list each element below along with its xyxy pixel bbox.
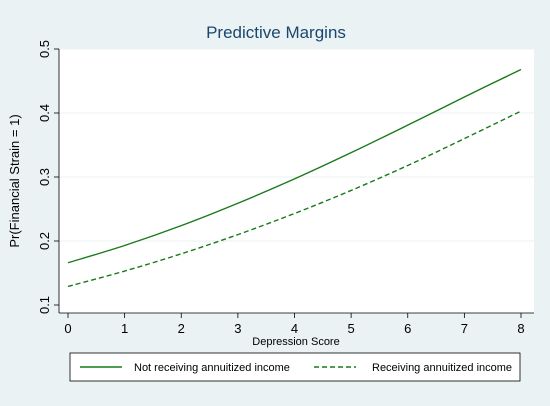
x-tick-labels: 0 1 2 3 4 5 6 7 8 xyxy=(64,321,524,336)
gridlines xyxy=(59,48,534,242)
x-tick-label: 1 xyxy=(121,321,128,336)
x-tick-label: 3 xyxy=(234,321,241,336)
y-tick-label: 0.5 xyxy=(37,40,52,58)
plot-area xyxy=(59,49,534,313)
x-axis-label: Depression Score xyxy=(252,336,339,348)
x-tick-label: 5 xyxy=(348,321,355,336)
legend-label-not-receiving: Not receiving annuitized income xyxy=(134,362,290,374)
x-tick-label: 8 xyxy=(517,321,524,336)
y-tick-labels: 0.1 0.2 0.3 0.4 0.5 xyxy=(37,40,52,314)
x-tick-label: 7 xyxy=(461,321,468,336)
x-tick-label: 2 xyxy=(178,321,185,336)
series-lines xyxy=(67,68,522,288)
y-tick-label: 0.2 xyxy=(37,232,52,250)
x-tick-label: 0 xyxy=(64,321,71,336)
series-line-not-receiving xyxy=(67,68,522,264)
y-tick-label: 0.1 xyxy=(37,296,52,314)
x-tick-label: 4 xyxy=(291,321,298,336)
legend-box xyxy=(69,352,521,382)
x-tick-label: 6 xyxy=(404,321,411,336)
y-tick-label: 0.4 xyxy=(37,104,52,122)
y-tick-label: 0.3 xyxy=(37,168,52,186)
y-axis-label: Pr(Financial Strain = 1) xyxy=(7,114,22,247)
series-line-receiving xyxy=(67,110,522,288)
chart-title: Predictive Margins xyxy=(206,23,346,42)
axes xyxy=(54,48,534,318)
legend: Not receiving annuitized income Receivin… xyxy=(69,352,521,382)
legend-label-receiving: Receiving annuitized income xyxy=(372,362,512,374)
